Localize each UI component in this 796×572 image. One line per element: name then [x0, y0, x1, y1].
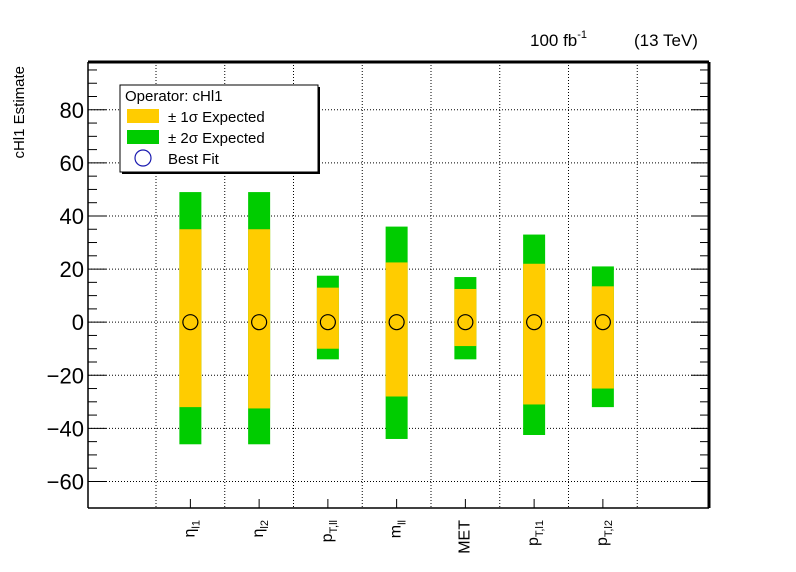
x-axis-ticks: ηl1 ηl2 pT,ll mll MET pT,l1 pT,l2: [181, 499, 615, 554]
y-tick-label: 60: [60, 151, 84, 176]
legend-entry: ± 1σ Expected: [168, 109, 265, 126]
best-fit-marker: [594, 314, 611, 331]
y-tick-label: −60: [47, 469, 84, 494]
best-fit-markers: [182, 314, 611, 331]
grid-lines: [88, 62, 709, 508]
legend-marker-best-fit: [134, 149, 152, 167]
y-tick-label: −40: [47, 416, 84, 441]
luminosity-label: 100 fb-1: [530, 29, 587, 50]
x-tick-label: mll: [388, 520, 409, 538]
x-tick-label: pT,l2: [594, 520, 615, 546]
legend-entry: Best Fit: [168, 151, 220, 168]
best-fit-marker: [251, 314, 268, 331]
best-fit-marker: [319, 314, 336, 331]
legend: Operator: cHl1 ± 1σ Expected ± 2σ Expected…: [119, 84, 320, 174]
band-1sigma: [523, 263, 546, 405]
band-1sigma: [591, 286, 614, 389]
error-bands: [179, 192, 614, 445]
band-1sigma: [179, 229, 202, 408]
x-tick-label: pT,ll: [319, 520, 340, 542]
band-1sigma: [248, 229, 271, 409]
legend-entry: ± 2σ Expected: [168, 130, 265, 147]
energy-label: (13 TeV): [634, 31, 698, 50]
x-tick-label: ηl1: [181, 520, 202, 537]
y-tick-label: 0: [72, 310, 84, 335]
y-tick-label: −20: [47, 363, 84, 388]
x-tick-label: pT,l1: [525, 520, 546, 546]
y-axis-ticks: −60 −40 −20 0 20 40 60 80: [47, 69, 709, 494]
y-tick-label: 20: [60, 257, 84, 282]
band-1sigma: [316, 287, 339, 349]
x-tick-label: ηl2: [250, 520, 271, 537]
legend-swatch-1sigma: [127, 109, 159, 123]
y-axis-label: cHl1 Estimate: [11, 66, 28, 159]
legend-box: [119, 84, 319, 173]
best-fit-marker: [526, 314, 543, 331]
legend-title: Operator: cHl1: [125, 88, 223, 105]
band-1sigma: [454, 288, 477, 347]
x-tick-label: MET: [456, 520, 473, 554]
y-tick-label: 80: [60, 98, 84, 123]
y-tick-label: 40: [60, 204, 84, 229]
best-fit-marker: [457, 314, 474, 331]
legend-swatch-2sigma: [127, 130, 159, 144]
best-fit-marker: [182, 314, 199, 331]
best-fit-marker: [388, 314, 405, 331]
